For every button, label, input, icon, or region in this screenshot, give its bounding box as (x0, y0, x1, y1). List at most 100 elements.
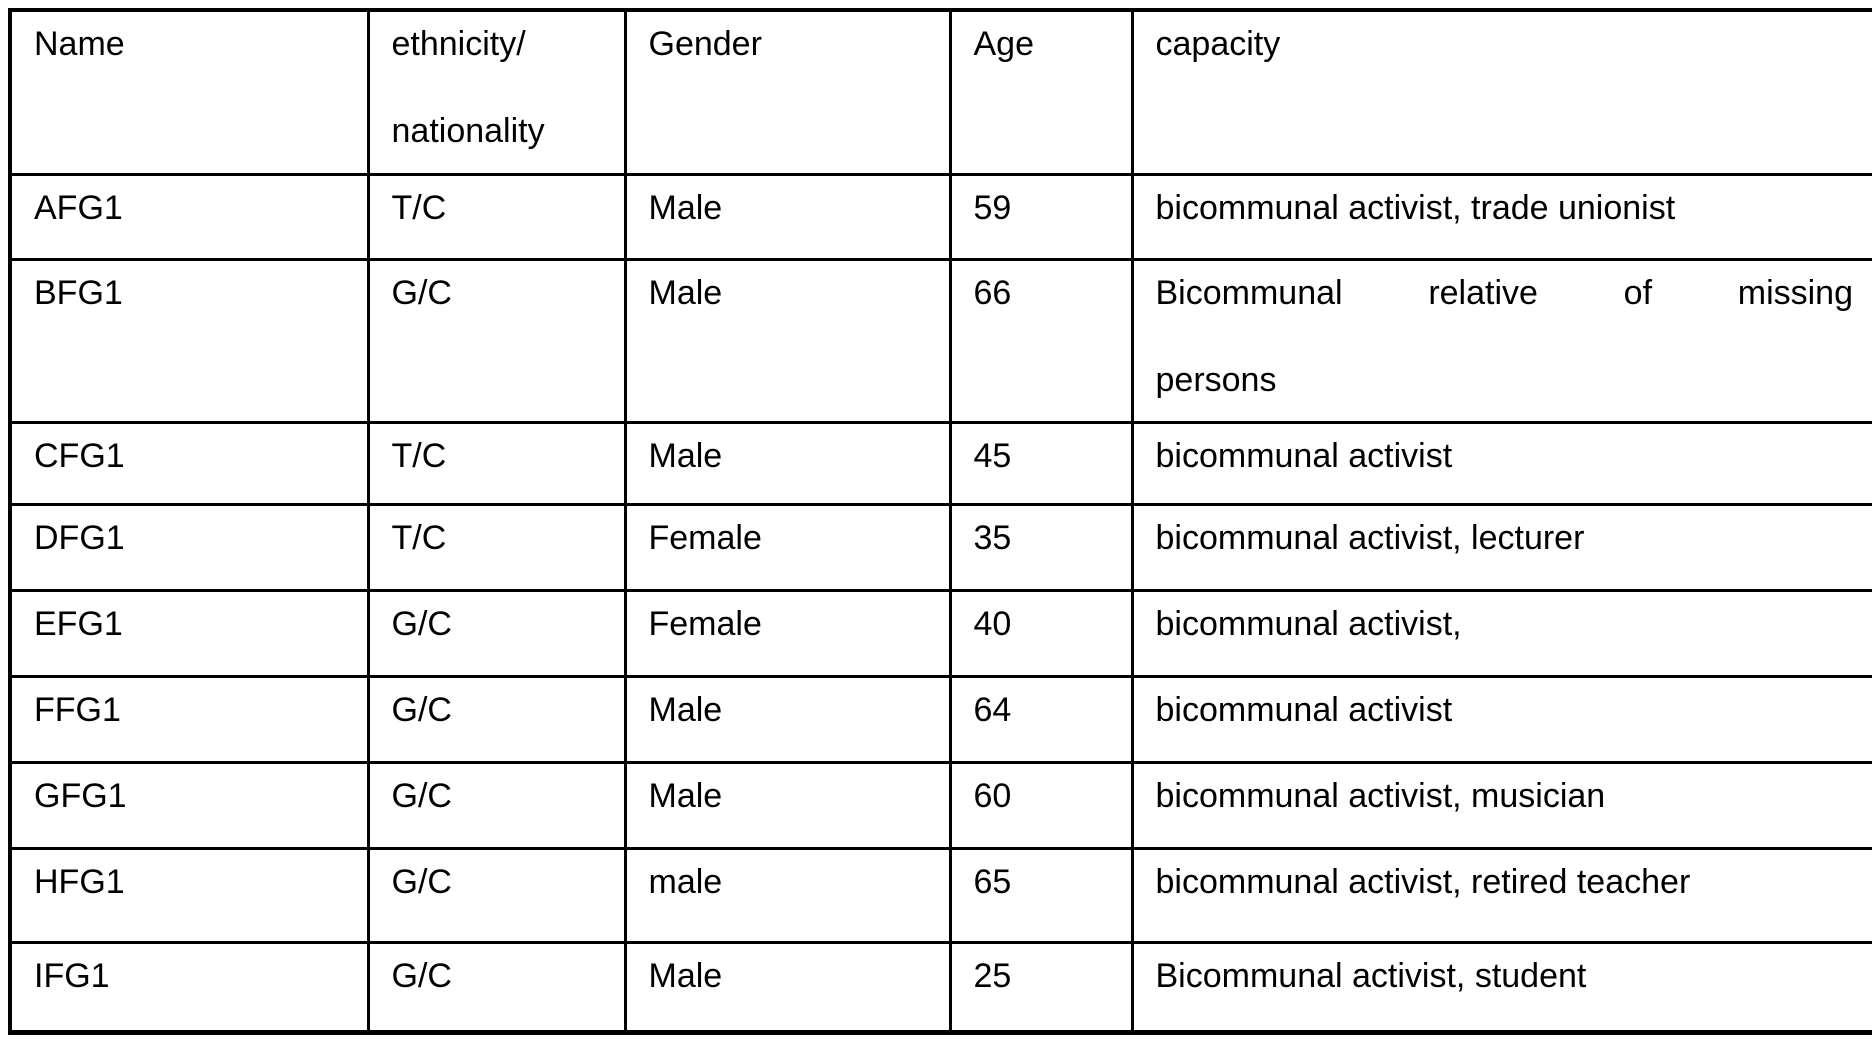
cell-text: CFG1 (34, 436, 125, 475)
cell-text: Gender (648, 25, 762, 63)
table-cell-ethnicity: T/C (366, 420, 627, 506)
table-cell-age: 40 (948, 588, 1134, 678)
table-cell-gender: Male (623, 172, 952, 261)
table-cell-ethnicity: G/C (366, 588, 627, 678)
table-cell-gender: Male (623, 674, 952, 764)
cell-text: nationality (391, 112, 545, 150)
cell-text: DFG1 (34, 518, 125, 557)
table-cell-gender: Female (623, 588, 952, 678)
table-cell-ethnicity: G/C (366, 674, 627, 764)
table-cell-age: 25 (948, 940, 1134, 1034)
table-cell-name: BFG1 (8, 257, 370, 424)
cell-text: 35 (973, 518, 1012, 557)
table-cell-ethnicity: G/C (366, 760, 627, 850)
cell-word: missing (1737, 273, 1853, 312)
table-cell-age: 60 (948, 760, 1134, 850)
table-cell-ethnicity: T/C (366, 172, 627, 261)
table-cell-capacity: bicommunal activist, trade unionist (1130, 172, 1872, 261)
cell-text: Male (648, 690, 723, 729)
cell-text: 60 (973, 776, 1012, 815)
cell-word: Bicommunal (1155, 273, 1343, 312)
cell-text: Male (648, 776, 723, 815)
cell-text: Bicommunal activist, student (1155, 956, 1587, 995)
cell-text: 25 (973, 956, 1012, 995)
table-cell-name: FFG1 (8, 674, 370, 764)
table-body: AFG1 T/C Male 59 bicommunal activist, trade … (8, 172, 1872, 1034)
column-header-gender: Gender (623, 8, 952, 176)
cell-text: bicommunal activist, musician (1155, 776, 1606, 815)
table-row: EFG1 G/C Female 40 bicommunal activist, (8, 588, 1872, 678)
table-row: DFG1 T/C Female 35 bicommunal activist, lect… (8, 502, 1872, 592)
table-cell-gender: Male (623, 257, 952, 424)
cell-text: Male (648, 436, 723, 475)
cell-text: Female (648, 604, 762, 643)
cell-text: IFG1 (34, 956, 110, 995)
table-row: BFG1 G/C Male 66 Bicommunal relative of missing… (8, 257, 1872, 424)
table-row: CFG1 T/C Male 45 bicommunal activist (8, 420, 1872, 506)
table-row: AFG1 T/C Male 59 bicommunal activist, trade … (8, 172, 1872, 261)
cell-text: bicommunal activist (1155, 436, 1453, 475)
table-cell-capacity: Bicommunal activist, student (1130, 940, 1872, 1034)
cell-text: Name (34, 25, 125, 63)
cell-text: G/C (391, 956, 452, 995)
cell-text: AFG1 (34, 188, 123, 227)
cell-text: bicommunal activist, trade unionist (1155, 188, 1676, 227)
table-cell-age: 45 (948, 420, 1134, 506)
cell-text: capacity (1155, 25, 1281, 63)
table-cell-ethnicity: G/C (366, 846, 627, 944)
table-cell-capacity: bicommunal activist, (1130, 588, 1872, 678)
participants-table: Name ethnicity/nationality Gender Age capaci… (8, 8, 1872, 1035)
table-cell-capacity: bicommunal activist (1130, 674, 1872, 764)
table-cell-name: AFG1 (8, 172, 370, 261)
cell-text: Bicommunal relative of missing (1156, 269, 1854, 317)
table-row: IFG1 G/C Male 25 Bicommunal activist, studen… (8, 940, 1872, 1034)
column-header-name: Name (8, 8, 370, 176)
table-row: FFG1 G/C Male 64 bicommunal activist (8, 674, 1872, 764)
cell-text: bicommunal activist (1155, 690, 1453, 729)
cell-text: G/C (391, 776, 452, 815)
cell-text: Male (648, 956, 723, 995)
cell-text: FFG1 (34, 690, 121, 729)
cell-text: Female (648, 518, 762, 557)
cell-text: persons (1155, 360, 1277, 399)
cell-text: T/C (391, 188, 447, 227)
cell-text: 65 (973, 862, 1012, 901)
table-cell-age: 65 (948, 846, 1134, 944)
cell-text: G/C (391, 604, 452, 643)
table-cell-name: CFG1 (8, 420, 370, 506)
cell-text: bicommunal activist, (1155, 604, 1462, 643)
table-cell-name: HFG1 (8, 846, 370, 944)
table-cell-gender: Male (623, 760, 952, 850)
table-cell-age: 66 (948, 257, 1134, 424)
cell-text: 59 (973, 188, 1012, 227)
cell-text: T/C (391, 436, 447, 475)
cell-text: Male (648, 188, 723, 227)
table-cell-name: DFG1 (8, 502, 370, 592)
table-row: HFG1 G/C male 65 bicommunal activist, retire… (8, 846, 1872, 944)
table-cell-age: 64 (948, 674, 1134, 764)
cell-text: EFG1 (34, 604, 123, 643)
cell-text: 45 (973, 436, 1012, 475)
column-header-age: Age (948, 8, 1134, 176)
cell-text: 40 (973, 604, 1012, 643)
table-cell-ethnicity: G/C (366, 940, 627, 1034)
table-cell-capacity: bicommunal activist, retired teacher (1130, 846, 1872, 944)
cell-text: Age (973, 25, 1035, 63)
table-cell-name: EFG1 (8, 588, 370, 678)
table-cell-ethnicity: T/C (366, 502, 627, 592)
cell-text: G/C (391, 690, 452, 729)
table-cell-capacity: Bicommunal relative of missing persons (1130, 257, 1872, 424)
cell-text: 66 (973, 273, 1012, 312)
cell-text: T/C (391, 518, 447, 557)
table-cell-ethnicity: G/C (366, 257, 627, 424)
cell-text: 64 (973, 690, 1012, 729)
cell-text: HFG1 (34, 862, 125, 901)
cell-text: ethnicity/ (391, 25, 526, 63)
table-cell-gender: male (623, 846, 952, 944)
table-header: Name ethnicity/nationality Gender Age capaci… (8, 8, 1872, 176)
cell-text: GFG1 (34, 776, 127, 815)
cell-text: BFG1 (34, 273, 123, 312)
cell-text: bicommunal activist, retired teacher (1155, 862, 1691, 901)
table-cell-capacity: bicommunal activist (1130, 420, 1872, 506)
cell-word: of (1623, 273, 1653, 312)
